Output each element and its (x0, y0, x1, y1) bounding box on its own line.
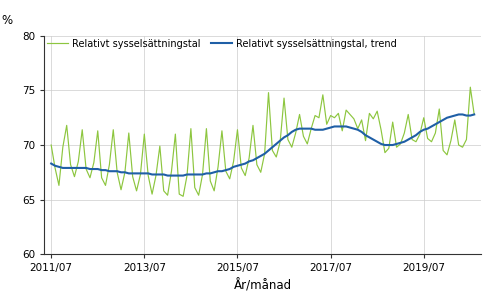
Relativt sysselsättningstal (471, 113, 477, 116)
Relativt sysselsättningstal (172, 132, 178, 136)
Relativt sysselsättningstal, trend (448, 115, 454, 118)
Relativt sysselsättningstal, trend (471, 113, 477, 116)
Relativt sysselsättningstal (180, 195, 186, 198)
Relativt sysselsättningstal, trend (351, 127, 357, 130)
Relativt sysselsättningstal (467, 86, 473, 89)
Relativt sysselsättningstal (448, 139, 454, 142)
Relativt sysselsättningstal, trend (164, 174, 170, 177)
Y-axis label: %: % (1, 14, 13, 27)
Relativt sysselsättningstal (258, 170, 264, 174)
Relativt sysselsättningstal (464, 138, 469, 141)
Relativt sysselsättningstal (246, 156, 252, 160)
Relativt sysselsättningstal (351, 117, 357, 120)
Relativt sysselsättningstal, trend (48, 162, 54, 165)
X-axis label: År/månad: År/månad (234, 279, 292, 292)
Relativt sysselsättningstal, trend (467, 114, 473, 117)
Legend: Relativt sysselsättningstal, Relativt sysselsättningstal, trend: Relativt sysselsättningstal, Relativt sy… (47, 39, 397, 49)
Relativt sysselsättningstal, trend (258, 154, 264, 158)
Line: Relativt sysselsättningstal, trend: Relativt sysselsättningstal, trend (51, 115, 474, 176)
Relativt sysselsättningstal (48, 143, 54, 147)
Relativt sysselsättningstal, trend (176, 174, 182, 177)
Relativt sysselsättningstal, trend (456, 113, 462, 116)
Relativt sysselsättningstal, trend (246, 160, 252, 163)
Line: Relativt sysselsättningstal: Relativt sysselsättningstal (51, 87, 474, 196)
